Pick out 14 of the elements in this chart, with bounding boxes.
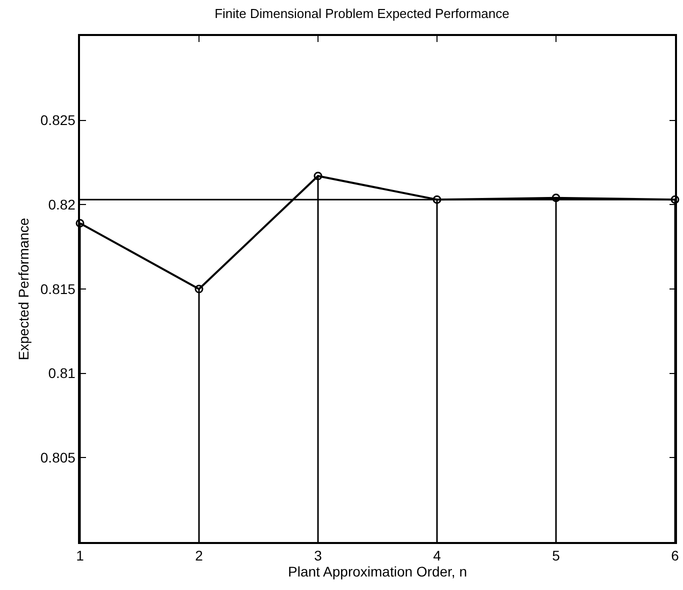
x-tick-label: 4 xyxy=(433,548,442,564)
y-tick-label: 0.805 xyxy=(40,450,76,466)
x-tick-label: 6 xyxy=(671,548,680,564)
x-tick-label: 1 xyxy=(76,548,84,564)
chart-title: Finite Dimensional Problem Expected Performance xyxy=(214,6,510,21)
y-tick-label: 0.81 xyxy=(48,365,76,382)
y-tick-label: 0.82 xyxy=(48,196,76,213)
y-tick-label: 0.815 xyxy=(40,280,76,297)
x-tick-label: 5 xyxy=(552,548,560,564)
y-axis-title: Expected Performance xyxy=(16,218,32,360)
x-tick-label: 2 xyxy=(195,548,204,564)
x-tick-label: 3 xyxy=(314,548,322,564)
x-axis-title: Plant Approximation Order, n xyxy=(288,564,467,580)
y-tick-label: 0.825 xyxy=(40,112,76,128)
